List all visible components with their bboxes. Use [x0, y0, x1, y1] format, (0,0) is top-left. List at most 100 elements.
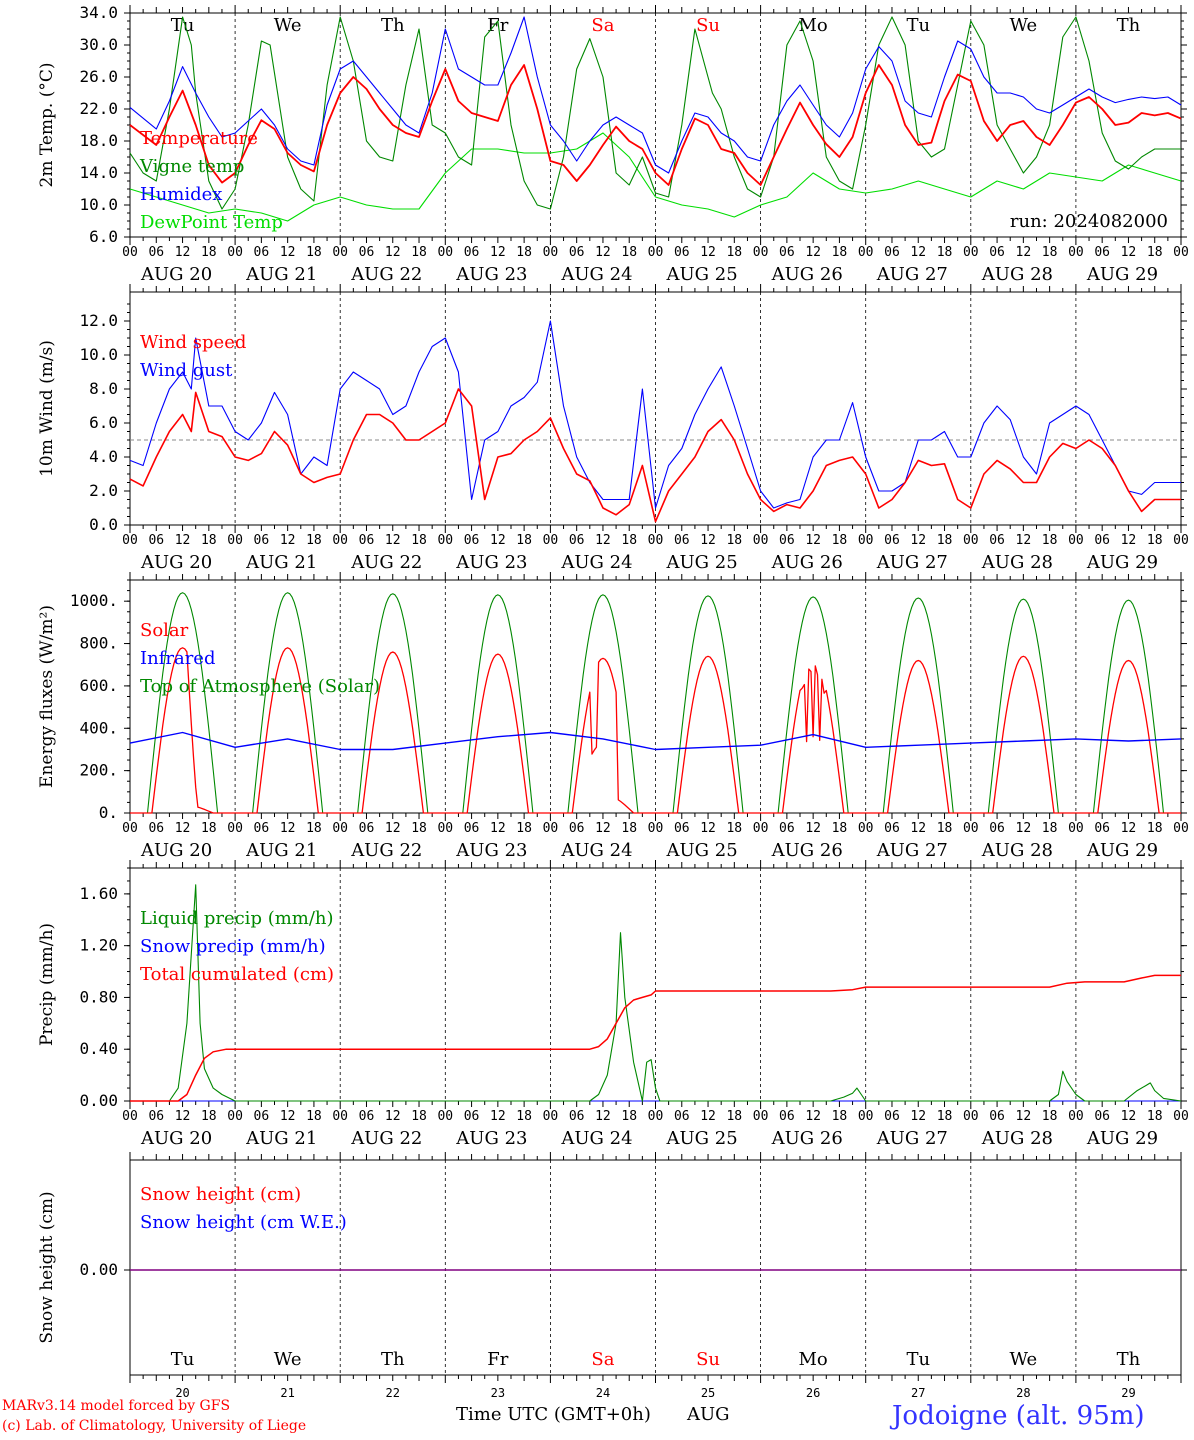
hour-tick-label: 00 — [227, 245, 243, 260]
date-label: AUG 23 — [455, 840, 527, 861]
hour-tick-label: 00 — [437, 821, 453, 836]
legend-entry: Snow height (cm) — [140, 1184, 301, 1205]
date-label: AUG 22 — [350, 840, 422, 861]
hour-tick-label: 06 — [674, 533, 690, 548]
series-top-of-atmosphere — [550, 594, 656, 814]
date-label: AUG 22 — [350, 264, 422, 285]
date-label: AUG 27 — [876, 1128, 948, 1149]
weekday-label: Th — [381, 15, 405, 36]
hour-tick-label: 00 — [1173, 1109, 1189, 1124]
hour-tick-label: 00 — [753, 821, 769, 836]
series-top-of-atmosphere — [655, 595, 761, 814]
day-number-label: 29 — [1121, 1386, 1135, 1400]
hour-tick-label: 12 — [805, 1109, 821, 1124]
weekday-label: Fr — [487, 1349, 508, 1370]
y-tick-label: 0. — [99, 803, 118, 822]
hour-tick-label: 00 — [963, 1109, 979, 1124]
legend-entry: Total cumulated (cm) — [140, 964, 334, 985]
hour-tick-label: 06 — [884, 533, 900, 548]
date-label: AUG 25 — [666, 552, 738, 573]
hour-tick-label: 06 — [254, 1109, 270, 1124]
hour-tick-label: 18 — [411, 1109, 427, 1124]
legend-entry: Temperature — [140, 128, 258, 149]
hour-tick-label: 18 — [201, 1109, 217, 1124]
y-tick-label: 0.80 — [79, 987, 118, 1006]
date-label: AUG 25 — [666, 840, 738, 861]
hour-tick-label: 00 — [1068, 821, 1084, 836]
series-top-of-atmosphere — [760, 596, 866, 814]
hour-tick-label: 12 — [490, 821, 506, 836]
y-tick-label: 600. — [79, 676, 118, 695]
series-vigne-temp — [129, 16, 1181, 210]
hour-tick-label: 12 — [385, 1109, 401, 1124]
date-label: AUG 23 — [455, 1128, 527, 1149]
hour-tick-label: 12 — [1121, 1109, 1137, 1124]
hour-tick-label: 12 — [280, 821, 296, 836]
series-solar — [130, 647, 236, 814]
date-label: AUG 29 — [1086, 552, 1158, 573]
date-label: AUG 24 — [560, 840, 632, 861]
hour-tick-label: 12 — [910, 533, 926, 548]
hour-tick-label: 00 — [858, 245, 874, 260]
hour-tick-label: 06 — [1094, 245, 1110, 260]
y-axis-label: Snow height (cm) — [37, 1191, 57, 1343]
hour-tick-label: 00 — [1068, 533, 1084, 548]
y-tick-label: 1.60 — [79, 884, 118, 903]
date-label: AUG 28 — [981, 840, 1053, 861]
hour-tick-label: 18 — [832, 245, 848, 260]
hour-tick-label: 12 — [595, 821, 611, 836]
date-label: AUG 21 — [245, 264, 317, 285]
hour-tick-label: 00 — [543, 533, 559, 548]
hour-tick-label: 18 — [201, 533, 217, 548]
weekday-label: Th — [381, 1349, 405, 1370]
weekday-label: Sa — [591, 15, 614, 36]
hour-tick-label: 06 — [569, 245, 585, 260]
hour-tick-label: 18 — [621, 1109, 637, 1124]
series-top-of-atmosphere — [865, 597, 971, 814]
hour-tick-label: 00 — [543, 245, 559, 260]
y-tick-label: 8.0 — [89, 379, 118, 398]
hour-tick-label: 18 — [1147, 533, 1163, 548]
hour-tick-label: 18 — [937, 533, 953, 548]
date-label: AUG 26 — [771, 840, 843, 861]
hour-tick-label: 00 — [963, 245, 979, 260]
hour-tick-label: 06 — [884, 1109, 900, 1124]
hour-tick-label: 06 — [254, 821, 270, 836]
hour-tick-label: 18 — [726, 821, 742, 836]
legend-entry: Infrared — [140, 648, 215, 669]
hour-tick-label: 06 — [464, 821, 480, 836]
hour-tick-label: 18 — [1042, 245, 1058, 260]
hour-tick-label: 12 — [595, 1109, 611, 1124]
hour-tick-label: 12 — [910, 1109, 926, 1124]
day-number-label: 22 — [386, 1386, 400, 1400]
hour-tick-label: 12 — [385, 245, 401, 260]
hour-tick-label: 06 — [254, 533, 270, 548]
date-label: AUG 28 — [981, 1128, 1053, 1149]
hour-tick-label: 18 — [937, 821, 953, 836]
hour-tick-label: 12 — [1016, 1109, 1032, 1124]
hour-tick-label: 18 — [201, 821, 217, 836]
hour-tick-label: 06 — [989, 245, 1005, 260]
hour-tick-label: 18 — [1042, 533, 1058, 548]
hour-tick-label: 00 — [963, 821, 979, 836]
legend-entry: Liquid precip (mm/h) — [140, 908, 334, 929]
hour-tick-label: 18 — [516, 1109, 532, 1124]
date-label: AUG 29 — [1086, 1128, 1158, 1149]
series-solar — [340, 651, 446, 814]
hour-tick-label: 00 — [648, 1109, 664, 1124]
hour-tick-label: 00 — [753, 533, 769, 548]
hour-tick-label: 18 — [726, 1109, 742, 1124]
hour-tick-label: 00 — [1068, 1109, 1084, 1124]
weekday-label: We — [274, 1349, 302, 1370]
hour-tick-label: 18 — [306, 1109, 322, 1124]
series-liquid-precip-mm-h- — [130, 884, 1182, 1102]
legend-entry: Top of Atmosphere (Solar) — [140, 676, 380, 697]
hour-tick-label: 00 — [753, 1109, 769, 1124]
hour-tick-label: 18 — [1147, 821, 1163, 836]
hour-tick-label: 12 — [280, 533, 296, 548]
weekday-label: Mo — [799, 1349, 828, 1370]
series-solar — [235, 647, 341, 814]
hour-tick-label: 00 — [122, 245, 138, 260]
y-tick-label: 26.0 — [79, 67, 118, 86]
